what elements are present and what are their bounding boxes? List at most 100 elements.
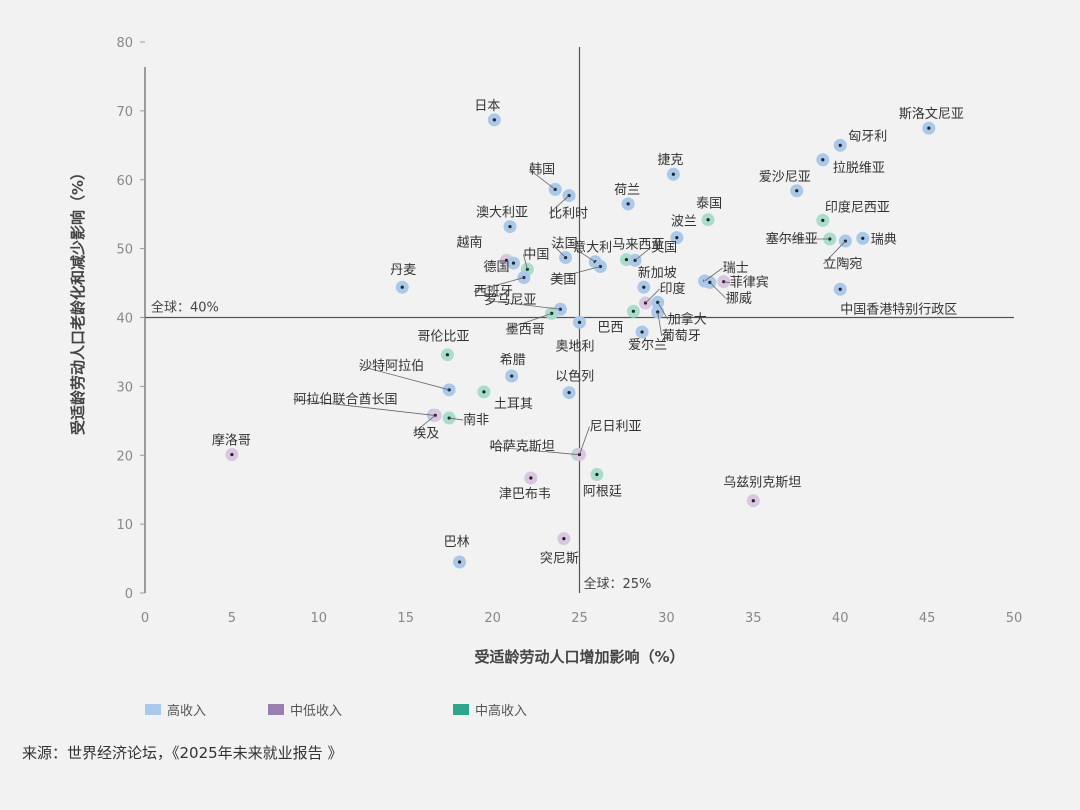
point-label: 哈萨克斯坦 <box>490 440 555 455</box>
leader-line <box>505 312 552 330</box>
point-label: 巴林 <box>444 535 470 550</box>
leader-line <box>548 195 570 214</box>
point-label: 匈牙利 <box>848 129 887 144</box>
point-label: 印度 <box>660 281 686 297</box>
y-tick-label: 40 <box>116 312 133 327</box>
point-label: 土耳其 <box>494 397 533 412</box>
x-tick-label: 25 <box>571 611 588 626</box>
data-point <box>595 472 599 477</box>
point-label: 罗马尼亚 <box>484 293 536 308</box>
data-point <box>562 536 566 541</box>
leader-line <box>657 311 663 337</box>
data-point <box>838 287 842 291</box>
point-label: 以色列 <box>555 369 594 385</box>
source-note: 来源：世界经济论坛，《2025年未来就业报告 》 <box>22 744 343 762</box>
point-label: 爱尔兰 <box>628 338 667 353</box>
data-point <box>821 158 825 162</box>
data-point <box>445 353 450 357</box>
x-tick-label: 50 <box>1006 611 1023 626</box>
data-point <box>522 275 526 280</box>
point-label: 菲律宾 <box>730 275 769 291</box>
leader-line <box>551 243 566 258</box>
point-label: 巴西 <box>597 320 623 335</box>
point-label: 阿根廷 <box>583 485 622 500</box>
x-tick-label: 15 <box>397 611 414 626</box>
point-label: 瑞典 <box>871 232 897 247</box>
data-point <box>671 172 675 176</box>
legend-label-upmid: 中高收入 <box>475 704 528 719</box>
data-point <box>598 264 602 269</box>
data-point <box>838 143 842 147</box>
leader-line <box>657 302 669 320</box>
point-label: 爱沙尼亚 <box>759 170 811 185</box>
y-tick-label: 0 <box>125 587 133 602</box>
point-label: 日本 <box>474 99 500 114</box>
leader-line <box>528 169 556 190</box>
point-label: 波兰 <box>671 215 697 230</box>
data-point <box>795 189 799 193</box>
reference-label-x: 全球：25% <box>584 576 652 592</box>
data-point <box>577 320 582 324</box>
leader-line <box>823 240 846 265</box>
point-label: 比利时 <box>549 207 588 222</box>
legend-swatch-high <box>145 704 161 715</box>
data-point <box>751 499 755 503</box>
legend-swatch-lowmid <box>268 704 284 715</box>
leader-line <box>412 414 436 434</box>
data-point <box>457 560 462 564</box>
point-label: 德国 <box>483 260 509 275</box>
point-label: 沙特阿拉伯 <box>359 359 424 374</box>
point-label: 泰国 <box>696 197 722 212</box>
point-label: 越南 <box>457 234 483 250</box>
leader-line <box>634 247 652 261</box>
data-point <box>624 258 629 262</box>
point-label: 荷兰 <box>614 183 640 198</box>
point-label: 中国 <box>523 247 549 262</box>
data-point <box>631 309 635 313</box>
point-label: 南非 <box>463 412 489 428</box>
leader-line <box>489 446 578 455</box>
point-label: 乌兹别克斯坦 <box>723 475 801 491</box>
x-tick-label: 30 <box>658 611 675 626</box>
data-point <box>400 285 404 289</box>
leader-line <box>723 281 730 284</box>
point-label: 瑞士 <box>723 261 749 276</box>
leader-line <box>645 288 660 304</box>
point-label: 哥伦比亚 <box>417 330 469 345</box>
data-point <box>511 261 516 265</box>
data-point <box>675 236 679 240</box>
data-point <box>482 390 486 394</box>
point-label: 英国 <box>651 240 677 255</box>
leader-line <box>484 299 561 310</box>
y-tick-label: 70 <box>116 105 133 120</box>
leader-line <box>473 277 524 292</box>
data-point <box>821 218 825 222</box>
legend-item-lowmid: 中低收入 <box>268 700 342 719</box>
data-point <box>510 374 514 378</box>
x-tick-label: 20 <box>484 611 501 626</box>
point-label: 新加坡 <box>638 265 677 281</box>
point-label: 墨西哥 <box>506 322 545 337</box>
y-tick-label: 50 <box>116 243 133 258</box>
x-tick-label: 5 <box>228 611 236 626</box>
point-label: 津巴布韦 <box>499 487 551 502</box>
x-axis-title: 受适龄劳动人口增加影响（%） <box>474 648 684 666</box>
data-point <box>640 330 644 334</box>
scatter-chart: 0 10 20 30 40 50 60 70 80 0 5 10 15 20 25 30 35 40 45 50 全球：… <box>69 36 1023 666</box>
x-tick-label: 45 <box>919 611 936 626</box>
point-label: 阿拉伯联合酋长国 <box>294 391 398 407</box>
point-label: 葡萄牙 <box>662 329 701 344</box>
leader-line <box>449 417 464 421</box>
data-point <box>508 224 512 229</box>
point-label: 西班牙 <box>474 285 513 300</box>
point-label: 加拿大 <box>668 311 707 327</box>
leader-line <box>522 254 528 270</box>
leader-line <box>572 247 596 263</box>
point-label: 立陶宛 <box>823 256 862 272</box>
point-label: 丹麦 <box>390 263 416 278</box>
x-tick-label: 40 <box>832 611 849 626</box>
leader-line <box>293 398 434 416</box>
y-tick-label: 60 <box>116 174 133 189</box>
y-tick-label: 10 <box>116 518 133 533</box>
point-label: 韩国 <box>529 162 555 177</box>
